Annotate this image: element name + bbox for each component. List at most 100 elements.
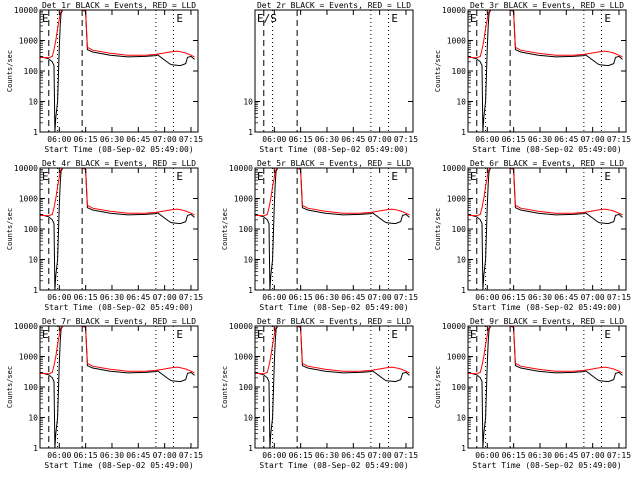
- plot-title: Det 5r BLACK = Events, RED = LLD: [257, 159, 411, 168]
- y-tick-label: 10: [243, 98, 253, 107]
- events-series-line: [39, 325, 195, 449]
- corner-label: E/S: [257, 12, 277, 25]
- x-axis-label: Start Time (08-Sep-02 05:49:00): [259, 303, 408, 312]
- x-tick-label: 06:00: [262, 451, 286, 460]
- events-series-line: [254, 167, 410, 291]
- x-axis-label: Start Time (08-Sep-02 05:49:00): [472, 145, 621, 154]
- corner-label: E: [391, 328, 398, 341]
- corner-label: E: [42, 12, 49, 25]
- x-tick-label: 07:15: [394, 293, 418, 302]
- detector-plot: Det 7r BLACK = Events, RED = LLD 1 10 100 10…: [6, 317, 203, 470]
- corner-label: E: [604, 170, 611, 183]
- y-tick-label: 1000: [447, 195, 466, 204]
- y-tick-label: 100: [24, 383, 39, 392]
- plot-title: Det 6r BLACK = Events, RED = LLD: [470, 159, 624, 168]
- x-tick-label: 06:45: [554, 451, 578, 460]
- x-tick-label: 06:15: [74, 293, 98, 302]
- y-tick-label: 1000: [19, 353, 38, 362]
- plot-title: Det 9r BLACK = Events, RED = LLD: [470, 317, 624, 326]
- corner-label: E: [470, 170, 477, 183]
- detector-plot: Det 1r BLACK = Events, RED = LLD 1 10 100 10…: [6, 1, 203, 154]
- x-tick-label: 07:15: [607, 135, 631, 144]
- y-tick-label: 1000: [447, 37, 466, 46]
- x-tick-label: 06:15: [74, 135, 98, 144]
- corner-label: E: [42, 170, 49, 183]
- x-tick-label: 06:45: [341, 451, 365, 460]
- detector-plot: Det 8r BLACK = Events, RED = LLD 1 10 100 10…: [221, 317, 418, 470]
- x-tick-label: 07:00: [153, 451, 177, 460]
- y-tick-label: 1000: [447, 353, 466, 362]
- corner-label: E: [257, 170, 264, 183]
- y-tick-label: 100: [24, 225, 39, 234]
- y-tick-label: 1: [248, 444, 253, 453]
- y-tick-label: 1: [248, 286, 253, 295]
- y-axis-label: Counts/sec: [434, 366, 442, 408]
- x-axis-label: Start Time (08-Sep-02 05:49:00): [44, 145, 193, 154]
- x-tick-label: 06:00: [475, 293, 499, 302]
- corner-label: E: [391, 170, 398, 183]
- y-tick-label: 10000: [442, 6, 466, 15]
- corner-label: E: [176, 328, 183, 341]
- y-tick-label: 100: [24, 67, 39, 76]
- corner-label: E: [257, 328, 264, 341]
- lld-series-line: [39, 9, 195, 59]
- y-tick-label: 1: [33, 444, 38, 453]
- lld-series-line: [39, 167, 195, 217]
- lld-series-line: [467, 9, 623, 59]
- y-tick-label: 100: [452, 225, 467, 234]
- events-series-line: [39, 9, 195, 133]
- y-tick-label: 10: [243, 414, 253, 423]
- x-tick-label: 06:45: [126, 451, 150, 460]
- corner-label: E: [391, 12, 398, 25]
- events-series-line: [467, 325, 623, 449]
- x-axis-label: Start Time (08-Sep-02 05:49:00): [472, 461, 621, 470]
- x-axis-label: Start Time (08-Sep-02 05:49:00): [259, 145, 408, 154]
- x-tick-label: 06:30: [315, 293, 339, 302]
- x-tick-label: 07:00: [368, 293, 392, 302]
- y-tick-label: 1: [248, 128, 253, 137]
- x-tick-label: 06:30: [100, 293, 124, 302]
- x-axis-label: Start Time (08-Sep-02 05:49:00): [259, 461, 408, 470]
- y-tick-label: 10000: [442, 164, 466, 173]
- plot-frame: [467, 167, 627, 291]
- x-tick-label: 07:15: [607, 293, 631, 302]
- x-tick-label: 06:00: [262, 293, 286, 302]
- y-tick-label: 10000: [14, 164, 38, 173]
- corner-label: E: [176, 12, 183, 25]
- x-tick-label: 06:15: [289, 135, 313, 144]
- plot-frame: [254, 167, 414, 291]
- x-tick-label: 06:15: [289, 293, 313, 302]
- x-tick-label: 06:15: [502, 293, 526, 302]
- x-tick-label: 07:15: [394, 135, 418, 144]
- y-tick-label: 1000: [19, 195, 38, 204]
- y-tick-label: 1: [461, 444, 466, 453]
- events-series-line: [254, 325, 410, 449]
- y-axis-label: Counts/sec: [6, 366, 14, 408]
- y-tick-label: 1000: [234, 195, 253, 204]
- x-tick-label: 06:15: [74, 451, 98, 460]
- y-tick-label: 100: [452, 67, 467, 76]
- x-tick-label: 06:30: [528, 135, 552, 144]
- x-axis-label: Start Time (08-Sep-02 05:49:00): [44, 303, 193, 312]
- lld-series-line: [467, 325, 623, 375]
- plot-frame: [39, 325, 199, 449]
- detector-plot: Det 9r BLACK = Events, RED = LLD 1 10 100 10…: [434, 317, 631, 470]
- corner-label: E: [470, 328, 477, 341]
- x-tick-label: 06:15: [502, 135, 526, 144]
- x-tick-label: 06:00: [475, 451, 499, 460]
- plot-frame: [39, 167, 199, 291]
- x-tick-label: 07:00: [368, 135, 392, 144]
- x-tick-label: 06:00: [47, 293, 71, 302]
- x-tick-label: 06:00: [47, 135, 71, 144]
- events-series-line: [467, 167, 623, 291]
- plot-title: Det 2r BLACK = Events, RED = LLD: [257, 1, 411, 10]
- y-axis-label: Counts/sec: [6, 208, 14, 250]
- y-tick-label: 1: [33, 128, 38, 137]
- plot-frame: [467, 9, 627, 133]
- y-tick-label: 100: [452, 383, 467, 392]
- x-tick-label: 06:30: [528, 293, 552, 302]
- plot-frame: [254, 9, 414, 133]
- x-tick-label: 06:30: [528, 451, 552, 460]
- x-tick-label: 06:30: [100, 135, 124, 144]
